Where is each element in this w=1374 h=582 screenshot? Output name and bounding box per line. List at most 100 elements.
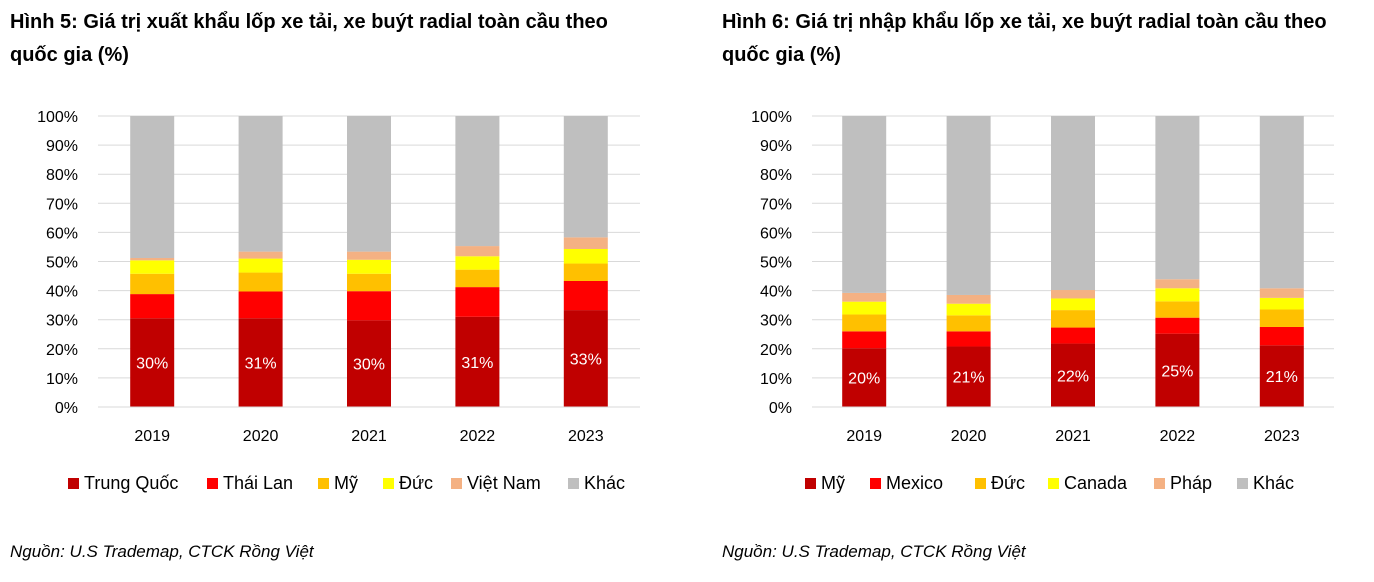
legend-label: Trung Quốc — [84, 473, 178, 493]
legend-swatch — [451, 478, 462, 489]
y-tick-label: 80% — [46, 167, 78, 184]
bar-segment — [130, 116, 175, 259]
y-tick-label: 100% — [751, 109, 792, 126]
bar-segment — [347, 320, 391, 407]
legend-swatch — [805, 478, 816, 489]
bar-segment — [1259, 116, 1304, 289]
bar-segment — [130, 273, 175, 295]
y-tick-label: 10% — [46, 371, 78, 388]
legend-label: Canada — [1064, 473, 1128, 493]
data-label: 25% — [1161, 363, 1193, 380]
x-tick-label: 2023 — [1264, 428, 1300, 445]
y-tick-label: 90% — [760, 138, 792, 155]
bar-segment — [842, 301, 887, 315]
bar-segment — [238, 258, 283, 273]
chart-title: Hình 5: Giá trị xuất khẩu lốp xe tải, xe… — [10, 11, 608, 66]
bar-segment — [130, 318, 175, 407]
bar-segment — [1051, 310, 1095, 328]
data-label: 21% — [1266, 369, 1298, 386]
bar-segment — [563, 280, 608, 311]
bar-segment — [238, 318, 283, 407]
legend-label: Thái Lan — [223, 473, 293, 493]
data-label: 30% — [353, 357, 385, 374]
bar-segment — [347, 259, 391, 274]
legend-label: Mỹ — [334, 473, 358, 493]
bar-segment — [238, 251, 283, 259]
y-tick-label: 70% — [760, 196, 792, 213]
x-tick-label: 2022 — [460, 428, 496, 445]
y-tick-label: 60% — [46, 225, 78, 242]
y-tick-label: 50% — [46, 255, 78, 272]
bar-segment — [946, 116, 991, 295]
chart-source: Nguồn: U.S Trademap, CTCK Rồng Việt — [722, 542, 1026, 561]
bar-segment — [455, 256, 500, 270]
bar-segment — [455, 116, 500, 247]
bar-segment — [842, 331, 887, 349]
legend-label: Khác — [584, 473, 625, 493]
bar-segment — [842, 314, 887, 332]
legend-swatch — [568, 478, 579, 489]
bar-segment — [1259, 297, 1304, 310]
legend-swatch — [1154, 478, 1165, 489]
bar-segment — [130, 260, 175, 274]
bar-segment — [455, 287, 500, 317]
bar-segment — [1051, 116, 1095, 291]
legend-swatch — [68, 478, 79, 489]
data-label: 31% — [245, 356, 277, 373]
y-tick-label: 90% — [46, 138, 78, 155]
bar-segment — [1155, 301, 1200, 318]
bar-segment — [563, 237, 608, 249]
legend-swatch — [207, 478, 218, 489]
data-label: 22% — [1057, 368, 1089, 385]
bar-segment — [1051, 327, 1095, 344]
y-tick-label: 50% — [760, 255, 792, 272]
bar-segment — [946, 303, 991, 316]
bar-segment — [1051, 343, 1095, 407]
bar-segment — [563, 248, 608, 264]
bar-segment — [1155, 279, 1200, 289]
x-tick-label: 2021 — [351, 428, 387, 445]
legend-swatch — [975, 478, 986, 489]
legend-label: Pháp — [1170, 473, 1212, 493]
legend-label: Việt Nam — [467, 473, 541, 493]
y-tick-label: 0% — [55, 400, 78, 417]
bar-segment — [1155, 333, 1200, 407]
x-tick-label: 2021 — [1055, 428, 1091, 445]
x-tick-label: 2020 — [951, 428, 987, 445]
x-tick-label: 2023 — [568, 428, 604, 445]
bar-segment — [238, 272, 283, 292]
bar-segment — [1259, 345, 1304, 407]
bar-segment — [130, 258, 175, 261]
data-label: 20% — [848, 371, 880, 388]
bar-segment — [455, 269, 500, 288]
chart-panel-export: Hình 5: Giá trị xuất khẩu lốp xe tải, xe… — [0, 0, 680, 582]
legend-swatch — [383, 478, 394, 489]
bar-segment — [455, 246, 500, 257]
bar-segment — [1259, 326, 1304, 346]
legend-label: Mexico — [886, 473, 943, 493]
legend-swatch — [1237, 478, 1248, 489]
bar-segment — [842, 348, 887, 407]
bar-segment — [946, 315, 991, 332]
bar-segment — [946, 346, 991, 407]
chart-source: Nguồn: U.S Trademap, CTCK Rồng Việt — [10, 542, 314, 561]
chart-title: Hình 6: Giá trị nhập khẩu lốp xe tải, xe… — [722, 11, 1327, 66]
bar-segment — [1051, 290, 1095, 299]
bar-segment — [238, 291, 283, 319]
y-tick-label: 80% — [760, 167, 792, 184]
y-tick-label: 30% — [46, 313, 78, 330]
bar-segment — [563, 263, 608, 281]
x-tick-label: 2020 — [243, 428, 279, 445]
x-tick-label: 2022 — [1160, 428, 1196, 445]
y-tick-label: 40% — [46, 284, 78, 301]
chart-panel-import: Hình 6: Giá trị nhập khẩu lốp xe tải, xe… — [712, 0, 1374, 582]
bar-segment — [347, 116, 391, 252]
y-tick-label: 0% — [769, 400, 792, 417]
data-label: 33% — [570, 352, 602, 369]
y-tick-label: 20% — [760, 342, 792, 359]
y-tick-label: 40% — [760, 284, 792, 301]
export-chart: 0% 10% 20% 30% 40% 50% 60% 70% 80% 90% 100% 2019 30%… — [37, 109, 640, 493]
y-tick-label: 60% — [760, 225, 792, 242]
x-tick-label: 2019 — [134, 428, 170, 445]
bar-segment — [946, 294, 991, 304]
